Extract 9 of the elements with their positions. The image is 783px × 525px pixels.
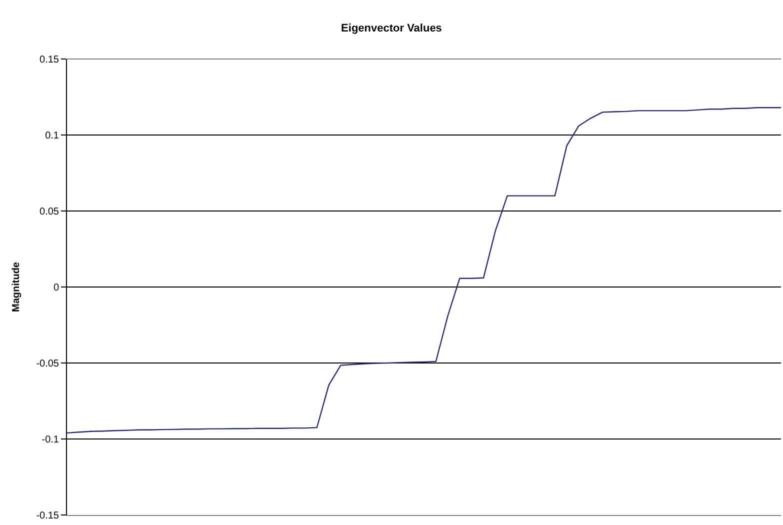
y-tick-label: 0.15: [40, 54, 60, 66]
y-tick-label: 0.05: [40, 206, 60, 218]
chart-title: Eigenvector Values: [341, 22, 442, 34]
y-tick-label: -0.1: [42, 434, 60, 446]
y-axis-title: Magnitude: [11, 262, 22, 312]
y-tick-label: 0.1: [45, 130, 60, 142]
y-tick-label: -0.05: [36, 358, 60, 370]
y-tick-label: -0.15: [36, 510, 60, 522]
y-tick-label: 0: [53, 282, 60, 294]
